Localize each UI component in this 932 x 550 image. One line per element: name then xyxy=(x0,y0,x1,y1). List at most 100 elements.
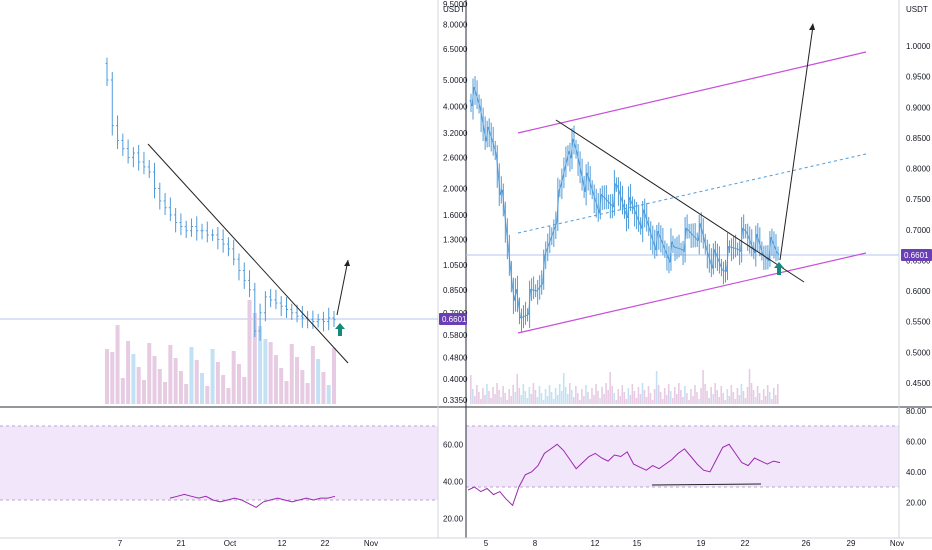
left-rsi-axis[interactable]: 60.00 40.00 20.00 xyxy=(443,441,464,524)
volume-bar xyxy=(310,346,315,404)
candle-body xyxy=(481,118,485,131)
right-time-axis[interactable]: 5 8 12 15 19 22 26 29 Nov xyxy=(484,539,904,548)
candle-body xyxy=(744,229,748,233)
candle-body xyxy=(556,191,560,223)
candle-body xyxy=(641,209,645,229)
candle-body xyxy=(532,289,535,291)
volume-bar xyxy=(645,397,648,404)
volume-bar xyxy=(702,370,704,404)
left-time-tick: 12 xyxy=(278,539,287,548)
candle-body xyxy=(728,245,731,248)
candle-body xyxy=(707,254,711,262)
volume-bar xyxy=(506,400,508,404)
volume-bar xyxy=(764,396,767,404)
volume-bar xyxy=(657,385,660,404)
volume-bar xyxy=(252,313,257,404)
volume-bar xyxy=(665,395,668,404)
volume-bar xyxy=(321,372,326,404)
left-price-tick: 2.0000 xyxy=(443,184,468,193)
volume-bar xyxy=(682,397,684,404)
candle-body xyxy=(679,248,683,250)
left-price-tick: 4.0000 xyxy=(443,102,468,111)
volume-bar xyxy=(772,388,775,404)
candle-body xyxy=(485,126,489,142)
candle-body xyxy=(560,177,564,186)
right-time-tick: Nov xyxy=(890,539,904,548)
volume-bar xyxy=(552,399,555,404)
volume-bar xyxy=(762,389,765,404)
volume-bar xyxy=(115,325,120,404)
left-candles xyxy=(105,57,336,341)
volume-bar xyxy=(708,398,710,404)
volume-bar xyxy=(189,347,194,404)
candle-body xyxy=(501,189,505,211)
volume-bar xyxy=(263,339,268,404)
candle-body xyxy=(511,286,515,301)
right-breakout-projection[interactable] xyxy=(779,25,814,261)
volume-bar xyxy=(568,383,571,404)
channel-lower-line[interactable] xyxy=(517,252,867,334)
candle-body xyxy=(669,241,673,263)
left-price-tick: 5.0000 xyxy=(443,76,468,85)
volume-bar xyxy=(673,387,676,404)
candle-body xyxy=(582,181,586,192)
right-price-tick: 0.4500 xyxy=(906,379,931,388)
candle-body xyxy=(534,290,537,292)
candle-body xyxy=(740,227,744,252)
candle-body xyxy=(473,86,477,94)
volume-bar xyxy=(131,354,136,404)
volume-bar xyxy=(629,395,632,404)
volume-bar xyxy=(688,400,690,404)
left-descending-trendline[interactable] xyxy=(147,143,349,364)
candle-body xyxy=(509,267,513,287)
candle-body xyxy=(513,289,517,301)
volume-bar xyxy=(601,387,603,404)
candle-body xyxy=(713,249,717,255)
volume-bar xyxy=(289,344,294,404)
left-time-tick: 21 xyxy=(177,539,186,548)
right-descending-trendline[interactable] xyxy=(555,119,805,283)
right-time-tick: 26 xyxy=(802,539,811,548)
candle-body xyxy=(746,232,750,238)
left-current-price-text: 0.6601 xyxy=(442,315,467,324)
candle-body xyxy=(600,193,604,197)
volume-bar xyxy=(157,369,162,404)
volume-bar xyxy=(126,341,131,404)
volume-bar xyxy=(514,392,517,404)
rsi-support-line[interactable] xyxy=(651,483,762,486)
candle-body xyxy=(528,289,532,315)
volume-bar xyxy=(316,359,321,404)
volume-bar xyxy=(147,343,152,404)
left-up-arrow-icon xyxy=(335,323,345,336)
volume-bar xyxy=(542,400,545,404)
volume-bar xyxy=(231,351,236,404)
volume-bar xyxy=(746,387,749,404)
candle-body xyxy=(558,185,562,192)
candle-body xyxy=(750,242,754,249)
right-price-axis[interactable]: USDT 1.0000 0.9500 0.9000 0.8500 0.8000 0.750… xyxy=(906,5,931,388)
candle-body xyxy=(661,241,665,247)
left-time-axis[interactable]: 7 21 Oct 12 22 Nov xyxy=(118,539,378,548)
volume-bar xyxy=(730,385,733,404)
volume-bar xyxy=(247,300,252,404)
volume-bar xyxy=(110,352,115,404)
channel-upper-line[interactable] xyxy=(517,51,867,134)
volume-bar xyxy=(470,375,472,404)
candle-body xyxy=(538,285,542,289)
candle-body xyxy=(627,197,631,218)
volume-bar xyxy=(583,396,585,404)
right-price-tick: 0.7500 xyxy=(906,195,931,204)
left-breakout-projection[interactable] xyxy=(336,259,349,316)
left-time-tick: 22 xyxy=(321,539,330,548)
volume-bar xyxy=(752,390,755,404)
volume-bar xyxy=(573,397,575,404)
right-rsi-axis[interactable]: 80.00 60.00 40.00 20.00 xyxy=(906,407,927,508)
candle-body xyxy=(477,100,481,108)
volume-bar xyxy=(720,386,723,404)
volume-bar xyxy=(478,392,480,404)
right-rsi-tick: 60.00 xyxy=(906,437,927,446)
left-time-tick: Oct xyxy=(224,539,237,548)
volume-bar xyxy=(236,364,241,404)
volume-bar xyxy=(595,384,597,404)
candle-body xyxy=(715,254,719,261)
